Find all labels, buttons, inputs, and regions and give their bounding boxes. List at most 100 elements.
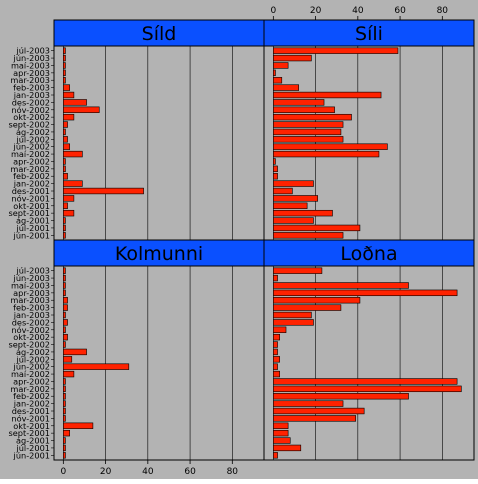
y-tick-label: des-2001 [12,406,50,416]
y-tick-label: maí-2003 [11,280,50,290]
bar [273,378,458,385]
bar [273,121,344,128]
bar [273,209,333,217]
y-tick-label: jún-2002 [13,142,50,152]
bar [63,444,66,452]
y-tick-label: mar-2003 [10,75,50,85]
panel-strip [263,239,475,267]
panel-title: Loðna [340,243,397,265]
y-tick-label: jan-2002 [13,179,50,189]
y-tick-label: feb-2002 [13,171,50,181]
x-tick-label: 40 [142,467,154,477]
bar [63,311,66,319]
bar [63,91,75,99]
y-tick-label: okt-2002 [13,332,50,342]
bar [63,304,68,311]
bar [273,69,276,77]
panel-3: Kolmunni jún-2001júl-2001ág-2001sept-2001… [8,239,265,461]
panel-4: Loðna [263,239,475,461]
y-tick-label: nóv-2002 [11,325,50,335]
bar [63,415,66,422]
y-tick-label: feb-2003 [13,83,50,93]
bar [273,289,458,297]
bar [63,385,66,393]
bar [63,274,66,282]
y-tick-label: ág-2002 [16,127,50,137]
bar [273,422,289,429]
x-axis-bottom: 0 20 40 60 80 [60,460,238,477]
y-tick-label: maí-2003 [11,60,50,70]
bar [273,180,314,187]
y-tick-label: jún-2001 [13,230,50,240]
bar [63,297,68,304]
y-tick-label: mar-2002 [10,384,50,394]
bar [273,187,293,195]
bar [273,348,278,356]
bar [273,62,289,69]
bar [63,333,68,341]
bar [273,54,312,62]
bar [273,267,323,274]
bar [273,113,352,121]
y-tick-label: feb-2002 [13,391,50,401]
bar [273,356,280,363]
bar [63,452,66,459]
bar [273,282,409,289]
bar [63,158,66,165]
x-tick-label: 80 [437,6,449,16]
y-tick-label: júl-2002 [15,134,50,144]
y-tick-label: jún-2003 [13,53,50,63]
bar [63,69,66,77]
bar [273,158,276,165]
y-tick-label: nóv-2001 [11,193,50,203]
bar [273,224,361,232]
bar [63,370,75,378]
x-axis-top: 0 20 40 60 80 [270,6,448,20]
panel-1: Síldjún-2001júl-2001ág-2001sept-2001okt-… [8,19,265,241]
bar [63,99,87,106]
y-tick-label: okt-2001 [13,421,50,431]
y-tick-label: jan-2003 [13,310,50,320]
x-tick-label: 60 [394,6,406,16]
bar [273,333,280,341]
y-tick-label: des-2002 [12,97,50,107]
bar [273,407,365,415]
bar [273,165,278,173]
y-tick-label: sept-2001 [8,208,50,218]
y-tick-label: ág-2001 [16,436,50,446]
bar [63,326,66,333]
bar [63,136,68,143]
bar [63,209,75,217]
x-tick-label: 20 [100,467,112,477]
bar [273,84,299,91]
bar [273,304,342,311]
y-tick-label: maí-2002 [11,149,50,159]
y-tick-label: jún-2003 [13,273,50,283]
panel-2: Síli [263,19,475,241]
x-tick-label: 80 [227,467,239,477]
bar [63,180,83,187]
bar [273,77,283,84]
bar [63,429,70,437]
bar [63,187,144,195]
bar [63,407,66,415]
bar [273,319,314,326]
y-tick-label: jún-2002 [13,362,50,372]
y-tick-label: apr-2003 [13,68,50,78]
y-tick-label: maí-2002 [11,369,50,379]
y-tick-label: ág-2001 [16,216,50,226]
y-tick-label: sept-2002 [8,340,50,350]
bar [63,400,66,407]
panel-title: Síld [142,23,177,45]
bar [273,437,291,444]
bar [63,267,66,274]
bar [63,106,100,113]
y-tick-label: jún-2001 [13,450,50,460]
bar [63,47,66,54]
x-tick-label: 0 [60,467,66,477]
bar [273,363,278,370]
bar [273,297,361,304]
bar [273,326,287,333]
panel-title: Kolmunni [115,243,203,265]
y-tick-label: okt-2002 [13,112,50,122]
